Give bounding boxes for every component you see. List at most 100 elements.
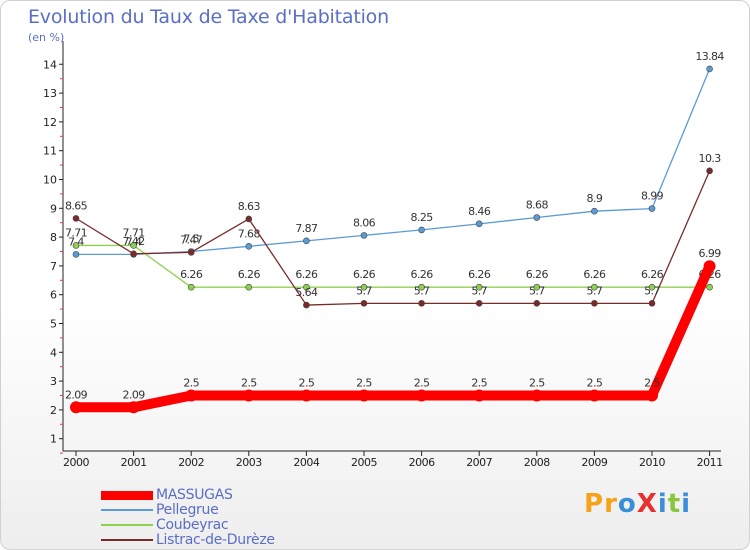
- series-line-pellegrue: [75, 68, 711, 256]
- series-line-listrac-de-dur-ze: [75, 170, 711, 306]
- data-label: 5.7: [471, 284, 487, 297]
- data-label: 2.09: [65, 388, 88, 401]
- data-label: 2.5: [299, 377, 315, 390]
- y-tick-label: 14: [43, 58, 57, 71]
- logo-letter: i: [657, 489, 668, 519]
- y-tick-label: 2: [50, 404, 57, 417]
- y-tick-label: 9: [50, 202, 57, 215]
- data-point: [72, 251, 80, 258]
- data-point: [415, 389, 428, 402]
- data-point: [130, 250, 137, 258]
- data-point: [242, 389, 255, 402]
- data-point: [245, 243, 253, 250]
- data-label: 6.26: [526, 268, 549, 281]
- x-tick-label: 2002: [178, 456, 204, 469]
- data-label: 2.5: [587, 377, 603, 390]
- data-point: [187, 249, 195, 256]
- x-tick-label: 2000: [63, 456, 89, 469]
- data-label: 2.5: [529, 377, 545, 390]
- data-point: [475, 220, 483, 228]
- x-tick-label: 2003: [236, 456, 262, 469]
- x-tick-label: 2005: [351, 456, 377, 469]
- data-point: [703, 260, 716, 273]
- data-point: [127, 401, 140, 414]
- data-label: 7.47: [180, 233, 203, 246]
- data-label: 8.25: [411, 211, 434, 224]
- data-label: 6.26: [238, 268, 261, 281]
- logo-letter: i: [681, 489, 692, 519]
- data-point: [706, 283, 713, 291]
- x-tick-label: 2009: [581, 456, 607, 469]
- data-label: 7.68: [238, 227, 261, 240]
- legend-label: Listrac-de-Durèze: [156, 532, 275, 548]
- y-tick-label: 1: [50, 433, 57, 446]
- y-tick-label: 12: [43, 116, 57, 129]
- proxiti-logo: ProXiti: [584, 489, 691, 519]
- legend-swatch: [101, 524, 153, 526]
- data-label: 5.7: [644, 284, 660, 297]
- data-label: 10.3: [699, 152, 722, 165]
- legend-swatch: [101, 539, 153, 541]
- data-label: 6.26: [641, 268, 664, 281]
- data-point: [648, 205, 656, 212]
- y-tick-label: 13: [43, 87, 57, 100]
- data-label: 8.65: [65, 199, 88, 212]
- data-label: 7.42: [123, 235, 145, 248]
- data-label: 2.5: [414, 377, 430, 390]
- data-label: 6.26: [295, 268, 318, 281]
- logo-letter: t: [667, 489, 682, 519]
- logo-letter: P: [584, 489, 605, 519]
- logo-letter: r: [604, 489, 618, 519]
- data-label: 8.06: [353, 216, 376, 229]
- data-point: [591, 207, 598, 215]
- data-point: [648, 283, 656, 291]
- data-point: [533, 300, 541, 307]
- data-point: [530, 389, 543, 402]
- data-point: [418, 226, 425, 234]
- x-tick-label: 2011: [697, 456, 723, 469]
- x-tick-label: 2008: [524, 456, 550, 469]
- legend-swatch: [101, 509, 153, 511]
- data-label: 13.84: [695, 50, 724, 63]
- data-point: [72, 242, 80, 249]
- data-point: [245, 283, 253, 291]
- data-point: [187, 283, 195, 291]
- data-point: [591, 283, 598, 291]
- data-label: 5.64: [295, 286, 318, 299]
- x-tick-label: 2004: [293, 456, 319, 469]
- data-label: 6.26: [411, 268, 434, 281]
- data-point: [300, 389, 313, 402]
- data-label: 5.7: [529, 284, 545, 297]
- y-tick-label: 7: [50, 260, 57, 273]
- data-label: 8.46: [468, 205, 491, 218]
- data-point: [245, 215, 253, 223]
- series-line-coubeyrac: [75, 244, 711, 288]
- x-tick-label: 2010: [639, 456, 665, 469]
- x-tick-label: 2001: [121, 456, 147, 469]
- y-tick-label: 6: [50, 289, 57, 302]
- data-label: 5.7: [414, 284, 430, 297]
- data-label: 7.5: [183, 233, 199, 246]
- data-label: 5.7: [587, 284, 603, 297]
- data-label: 2.5: [241, 377, 257, 390]
- chart-subtitle: (en %): [28, 31, 65, 44]
- data-label: 6.26: [353, 268, 376, 281]
- data-label: 7.87: [295, 222, 318, 235]
- x-tick-label: 2007: [466, 456, 492, 469]
- data-label: 6.26: [180, 268, 203, 281]
- data-point: [475, 300, 483, 307]
- data-label: 2.5: [356, 377, 372, 390]
- y-tick-label: 3: [50, 375, 57, 388]
- data-label: 2.5: [471, 377, 487, 390]
- data-point: [473, 389, 486, 402]
- y-tick-label: 10: [43, 174, 57, 187]
- data-label: 2.5: [183, 377, 199, 390]
- data-label: 8.63: [238, 200, 261, 213]
- data-point: [706, 65, 713, 73]
- data-label: 8.9: [587, 192, 603, 205]
- data-label: 7.71: [123, 226, 145, 239]
- data-point: [360, 283, 368, 291]
- data-label: 2.09: [123, 388, 146, 401]
- data-point: [130, 242, 137, 249]
